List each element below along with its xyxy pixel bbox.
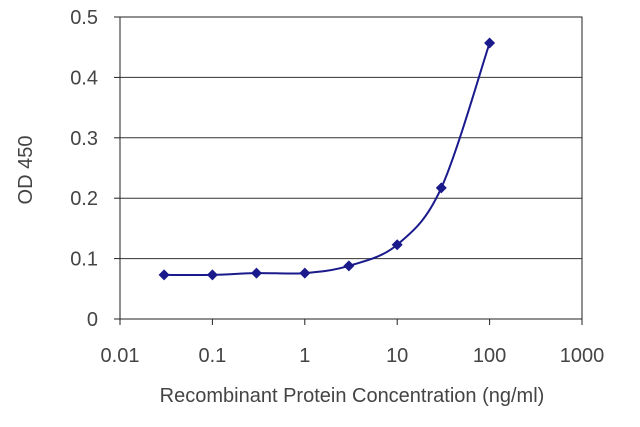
data-point-diamond <box>158 269 170 281</box>
x-tick-label: 100 <box>473 345 506 367</box>
y-tick-label: 0.3 <box>70 128 98 150</box>
x-tick-label: 1 <box>299 345 310 367</box>
y-axis-ticks: 0 0.1 0.2 0.3 0.4 0.5 <box>70 7 120 331</box>
data-point-diamond <box>250 267 262 279</box>
x-axis-label: Recombinant Protein Concentration (ng/ml… <box>160 385 545 407</box>
y-axis-label: OD 450 <box>15 136 37 205</box>
grid-lines <box>120 76 582 260</box>
data-point-diamond <box>343 260 355 272</box>
data-points <box>158 37 496 281</box>
x-axis-ticks: 0.01 0.1 1 10 100 1000 <box>101 319 605 367</box>
data-point-diamond <box>206 269 218 281</box>
fitted-curve <box>164 42 491 277</box>
data-point-diamond <box>391 239 403 251</box>
y-tick-label: 0.2 <box>70 188 98 210</box>
x-tick-label: 1000 <box>560 345 605 367</box>
plot-area <box>119 16 583 320</box>
x-tick-label: 10 <box>386 345 408 367</box>
data-point-diamond <box>435 182 447 194</box>
x-tick-label: 0.1 <box>198 345 226 367</box>
data-point-diamond <box>484 37 496 49</box>
data-point-diamond <box>299 267 311 279</box>
y-tick-label: 0.1 <box>70 249 98 271</box>
x-tick-label: 0.01 <box>101 345 140 367</box>
y-tick-label: 0 <box>87 309 98 331</box>
y-tick-label: 0.4 <box>70 67 98 89</box>
y-tick-label: 0.5 <box>70 7 98 29</box>
